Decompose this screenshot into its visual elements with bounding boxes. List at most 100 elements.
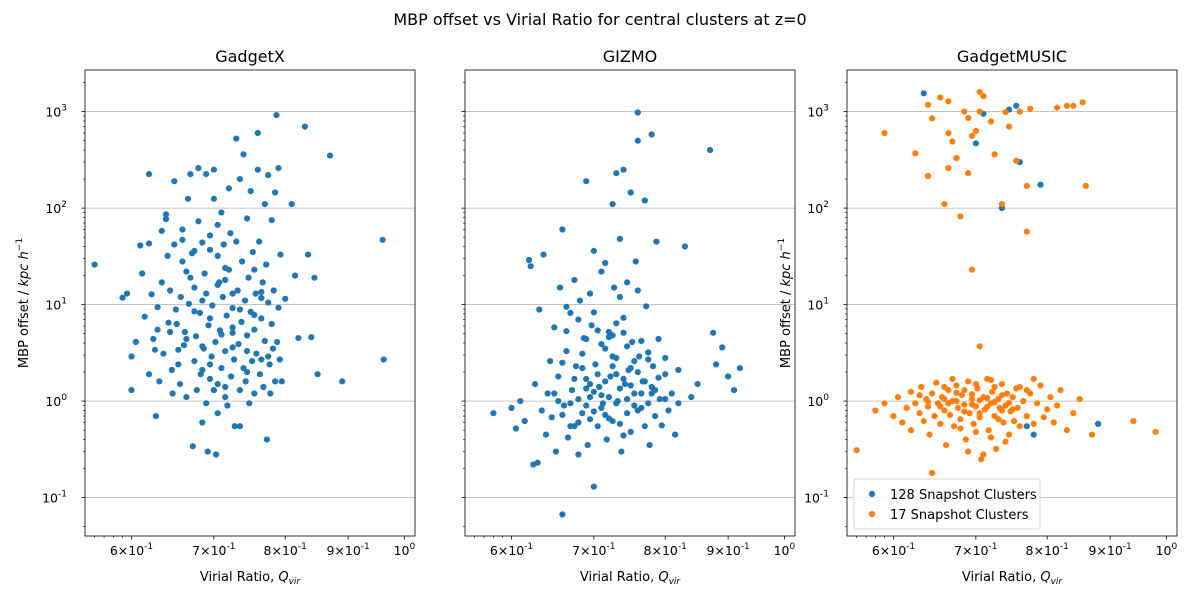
y-tick-label-base: 10 [807,394,823,409]
data-point [145,171,153,178]
data-point [1009,406,1016,413]
x-tick-label-times: ×10 [118,543,144,558]
data-point [991,151,998,158]
data-point [268,320,275,328]
data-point [991,383,998,391]
data-point [160,350,167,357]
data-point [646,442,653,449]
x-tick-label: 100 [394,542,416,558]
y-tick-label-exponent: 0 [823,393,829,403]
data-point [634,109,641,116]
data-point [240,151,247,158]
data-point [175,346,182,353]
data-point [231,423,238,430]
panel-title: GadgetX [215,47,285,66]
data-point [929,390,936,397]
data-point [1006,431,1013,438]
data-point [242,378,249,385]
data-point [560,402,568,409]
data-point [517,398,524,405]
data-point [1050,419,1057,426]
data-point [648,131,655,138]
data-point [995,416,1002,423]
data-point [229,290,236,297]
data-point [191,247,198,254]
data-point [736,365,744,372]
data-point [128,387,135,394]
data-point [602,259,609,267]
data-point [308,334,315,341]
data-point [586,416,594,423]
data-point [275,304,282,311]
data-point [989,388,996,395]
y-tick-label-exponent: 2 [61,200,67,210]
data-point [244,348,251,355]
x-tick-label-base: 10 [1156,543,1172,558]
data-point [1047,394,1054,401]
data-point [261,337,268,345]
data-point [968,401,976,408]
data-point [575,396,582,403]
data-point [184,195,192,202]
data-point [713,361,720,368]
data-point [229,344,236,351]
data-point [258,315,265,322]
data-point [603,436,610,443]
data-point [199,366,206,374]
data-point [609,353,616,360]
data-point [912,400,919,407]
data-point [218,365,225,372]
x-tick-label-times: ×10 [714,543,740,558]
data-point [203,400,210,407]
data-point [256,371,263,378]
data-point [218,209,225,216]
x-tick-label: 9×10-1 [1088,542,1131,558]
y-tick-label: 103 [807,104,829,120]
data-point [236,387,243,394]
data-point [894,394,902,401]
data-point [203,171,210,178]
data-point [169,390,176,397]
data-point [583,178,590,185]
data-point [1002,438,1009,445]
data-point [229,324,236,331]
data-point [584,442,591,449]
y-tick-label: 101 [45,297,67,313]
data-point [972,381,980,388]
data-point [224,402,231,409]
data-point [985,427,992,434]
data-point [223,312,230,319]
data-point [620,375,627,382]
data-point [168,366,175,374]
data-point [611,284,618,291]
data-point [238,318,245,326]
data-point [662,396,669,403]
data-point [173,320,180,328]
data-point [638,337,645,345]
data-point [490,410,497,417]
data-point [210,166,217,173]
x-tick-label-exponent: -1 [524,542,533,552]
data-point [249,358,256,365]
data-point [551,390,558,397]
data-point [179,226,186,233]
data-point [222,394,229,401]
data-point [961,108,968,115]
data-point [1040,414,1047,421]
data-point [579,410,586,417]
x-tick-label-base: 8 [644,543,652,558]
data-point [311,274,318,281]
data-point [288,201,295,208]
data-point [254,129,261,137]
data-point [645,349,652,356]
data-point [252,290,259,297]
y-tick-label: 102 [807,200,829,216]
data-point [991,398,998,406]
data-point [645,356,652,363]
data-point [177,293,184,301]
data-point [899,419,906,426]
data-point [536,306,543,313]
x-tick-label: 9×10-1 [706,542,749,558]
data-point [567,423,574,430]
